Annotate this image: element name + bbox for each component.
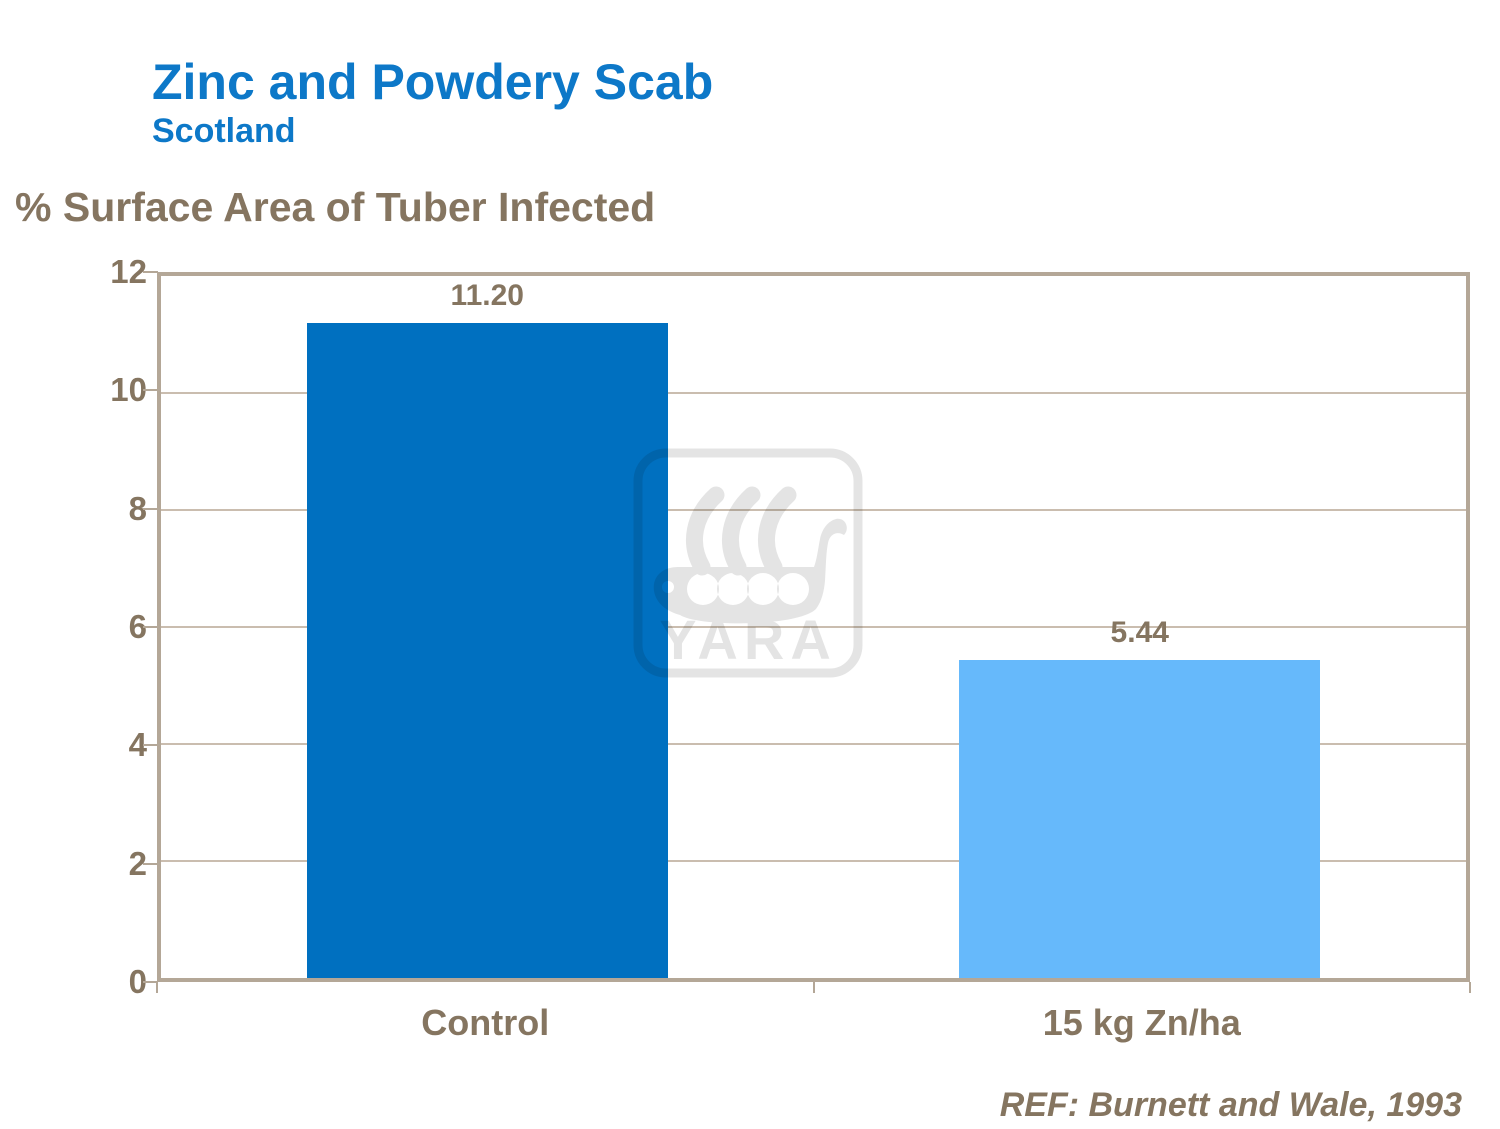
- bar-value-label-control: 11.20: [450, 278, 524, 312]
- y-axis-tick-12: [143, 271, 158, 273]
- bar-value-label-15-kg-zn-ha: 5.44: [1110, 615, 1169, 649]
- y-axis-tick-8: [143, 507, 158, 510]
- y-axis-title: % Surface Area of Tuber Infected: [15, 184, 656, 230]
- y-axis-tick-label-10: 10: [110, 371, 147, 409]
- gridline-4: [161, 743, 1466, 745]
- x-axis-category-label-control: Control: [421, 1002, 550, 1043]
- gridline-8: [161, 509, 1466, 511]
- y-axis-tick-label-6: 6: [128, 608, 147, 645]
- x-axis-category-label-15-kg-zn-ha: 15 kg Zn/ha: [1042, 1002, 1241, 1043]
- y-axis-tick-10: [143, 389, 158, 392]
- y-axis-tick-label-0: 0: [128, 963, 147, 1000]
- y-axis-tick-0: [143, 981, 158, 983]
- bar-control: [306, 322, 668, 978]
- plot-area: 11.20 5.44: [157, 272, 1470, 982]
- y-axis-tick-label-2: 2: [128, 844, 147, 882]
- y-axis-tick-2: [143, 862, 158, 865]
- reference-citation: REF: Burnett and Wale, 1993: [999, 1086, 1462, 1124]
- gridline-10: [161, 392, 1466, 394]
- bar-15-kg-zn-ha: [959, 659, 1321, 978]
- slide-subtitle: Scotland: [152, 112, 296, 150]
- y-axis-tick-label-8: 8: [128, 489, 147, 527]
- y-axis-tick-6: [143, 626, 158, 628]
- gridline-2: [161, 860, 1466, 862]
- slide-title: Zinc and Powdery Scab: [152, 54, 714, 110]
- x-axis-tick-0: [156, 982, 158, 993]
- y-axis-tick-4: [143, 744, 158, 747]
- gridline-6: [161, 626, 1466, 628]
- x-axis-tick-2: [1469, 982, 1471, 993]
- y-axis-tick-label-12: 12: [110, 253, 147, 290]
- x-axis-tick-1: [812, 982, 815, 993]
- y-axis-tick-label-4: 4: [128, 726, 147, 764]
